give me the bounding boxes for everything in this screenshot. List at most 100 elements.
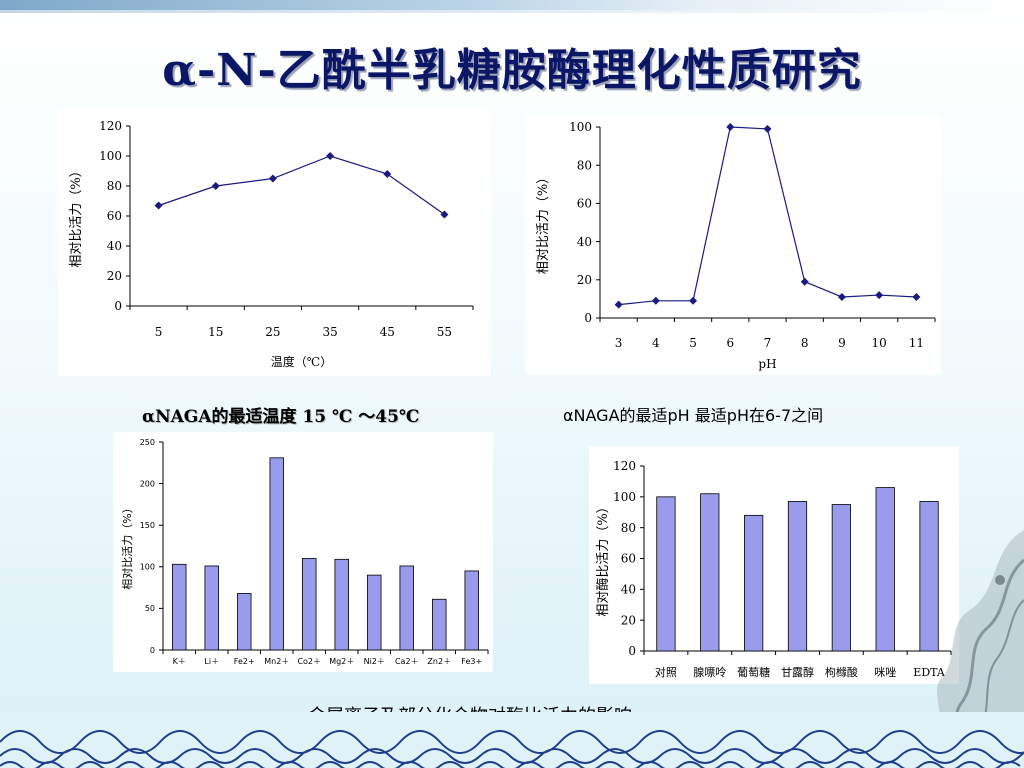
compound-bar-chart: 0 20 40 60 80 100 120 相对酶比活力（%） 对照 腺嘌呤 葡萄糖 甘露醇 枸橼酸 咪唑… xyxy=(595,459,952,679)
bar xyxy=(744,514,764,652)
data-point xyxy=(154,201,163,210)
x-axis-label: 温度（℃） xyxy=(271,354,332,369)
x-tick-label: 6 xyxy=(726,336,734,350)
temperature-line-chart: 0 20 40 60 80 100 120 相对比活力（%） 5 15 25 35 45 55 温度（℃） xyxy=(69,119,474,369)
x-tick-label: Fe2+ xyxy=(234,657,255,666)
bar xyxy=(432,598,447,651)
metal-ion-bar-chart: 0 50 100 150 200 250 相对比活力（%） K＋ Li＋ Fe2+ Mn2＋ Co2＋… xyxy=(120,438,489,666)
y-tick-label: 80 xyxy=(621,521,636,535)
x-tick-label: 35 xyxy=(322,325,337,339)
y-tick-label: 100 xyxy=(569,120,592,134)
x-tick-label: Fe3+ xyxy=(461,657,482,666)
data-point xyxy=(383,170,392,178)
bar xyxy=(237,593,252,651)
y-axis-label: 相对酶比活力（%） xyxy=(595,500,611,616)
y-tick-label: 20 xyxy=(107,269,122,283)
y-tick-label: 80 xyxy=(107,179,122,193)
y-tick-label: 120 xyxy=(99,119,122,133)
x-tick-label: Mg2＋ xyxy=(329,657,354,666)
y-tick-label: 20 xyxy=(577,273,592,287)
y-tick-label: 60 xyxy=(621,552,636,566)
bar xyxy=(367,574,382,651)
x-tick-label: 45 xyxy=(380,325,395,339)
x-tick-label: 5 xyxy=(689,336,697,350)
data-point xyxy=(326,152,335,160)
x-tick-label: Zn2＋ xyxy=(427,657,451,666)
bar xyxy=(269,457,284,651)
y-axis-label: 相对比活力（%） xyxy=(69,164,84,267)
x-tick-label: 10 xyxy=(872,336,887,350)
y-tick-label: 0 xyxy=(628,644,636,658)
bar xyxy=(919,501,939,652)
x-tick-label: 枸橼酸 xyxy=(825,665,858,679)
top-accent-bar xyxy=(0,0,1024,10)
y-tick-label: 20 xyxy=(621,613,636,627)
wave-border-decoration xyxy=(0,712,1024,768)
y-axis-label: 相对比活力（%） xyxy=(536,171,551,274)
data-point xyxy=(837,292,846,301)
x-tick-label: 3 xyxy=(615,336,623,350)
metal-ion-chart-panel: 0 50 100 150 200 250 相对比活力（%） K＋ Li＋ Fe2+ Mn2＋ Co2＋… xyxy=(113,432,493,672)
bar xyxy=(204,565,219,651)
y-tick-label: 250 xyxy=(140,438,155,447)
x-tick-label: Li＋ xyxy=(204,657,219,666)
data-point xyxy=(800,277,809,286)
temperature-chart-panel: 0 20 40 60 80 100 120 相对比活力（%） 5 15 25 35 45 55 温度（℃） xyxy=(58,108,491,376)
bar xyxy=(831,504,851,652)
data-point xyxy=(875,291,884,300)
x-tick-label: Mn2＋ xyxy=(264,657,289,666)
x-tick-label: 4 xyxy=(652,336,660,350)
data-point xyxy=(440,210,449,219)
x-tick-label: Co2＋ xyxy=(297,657,321,666)
ph-line-chart: 0 20 40 60 80 100 相对比活力（%） 3 4 5 6 7 8 9 10 11 pH xyxy=(536,120,936,371)
x-tick-label: 8 xyxy=(801,336,809,350)
y-tick-label: 0 xyxy=(584,311,592,325)
series-line xyxy=(158,155,445,215)
bar xyxy=(875,487,895,652)
y-tick-label: 100 xyxy=(140,563,155,572)
x-tick-label: 甘露醇 xyxy=(781,665,814,679)
data-point xyxy=(912,292,921,301)
x-tick-label: 11 xyxy=(909,336,924,350)
compound-chart-panel: 0 20 40 60 80 100 120 相对酶比活力（%） 对照 腺嘌呤 葡萄糖 甘露醇 枸橼酸 咪唑… xyxy=(589,446,959,684)
x-tick-label: 腺嘌呤 xyxy=(693,665,726,679)
temperature-caption: αNAGA的最适温度 15 ℃ ～45℃ xyxy=(142,407,420,427)
y-axis-label: 相对比活力（%） xyxy=(120,502,134,589)
data-point xyxy=(689,296,698,305)
slide-title: α-N-乙酰半乳糖胺酶理化性质研究 xyxy=(162,45,862,96)
x-tick-label: 咪唑 xyxy=(874,666,896,679)
y-tick-label: 100 xyxy=(613,490,636,504)
y-tick-label: 80 xyxy=(577,158,592,172)
x-tick-label: 对照 xyxy=(655,665,677,679)
x-tick-label: 7 xyxy=(764,336,772,350)
top-accent-line xyxy=(0,10,1024,13)
x-tick-label: Ca2＋ xyxy=(395,657,419,666)
y-tick-label: 100 xyxy=(99,149,122,163)
bar xyxy=(700,493,720,652)
bar xyxy=(399,565,414,651)
data-point xyxy=(651,296,660,305)
data-point xyxy=(211,182,220,190)
y-tick-label: 40 xyxy=(577,235,592,249)
bar xyxy=(302,558,317,651)
ph-chart-panel: 0 20 40 60 80 100 相对比活力（%） 3 4 5 6 7 8 9 10 11 pH xyxy=(525,115,941,375)
y-tick-label: 40 xyxy=(621,583,636,597)
bar xyxy=(464,570,479,651)
y-tick-label: 60 xyxy=(107,209,122,223)
x-tick-label: Ni2＋ xyxy=(364,657,385,666)
ph-caption: αNAGA的最适pH 最适pH在6-7之间 xyxy=(563,406,824,425)
x-tick-label: 葡萄糖 xyxy=(737,665,770,679)
x-tick-label: K＋ xyxy=(173,657,186,666)
bar xyxy=(787,501,808,652)
y-tick-label: 50 xyxy=(145,604,155,613)
y-tick-label: 120 xyxy=(613,459,636,473)
y-tick-label: 150 xyxy=(140,521,155,530)
data-point xyxy=(726,123,735,131)
x-tick-label: 25 xyxy=(265,325,280,339)
y-tick-label: 40 xyxy=(107,239,122,253)
y-tick-label: 60 xyxy=(577,197,592,211)
x-tick-label: 5 xyxy=(155,325,163,339)
data-point xyxy=(614,300,623,309)
x-tick-label: 55 xyxy=(437,325,452,339)
y-tick-label: 0 xyxy=(150,646,155,655)
